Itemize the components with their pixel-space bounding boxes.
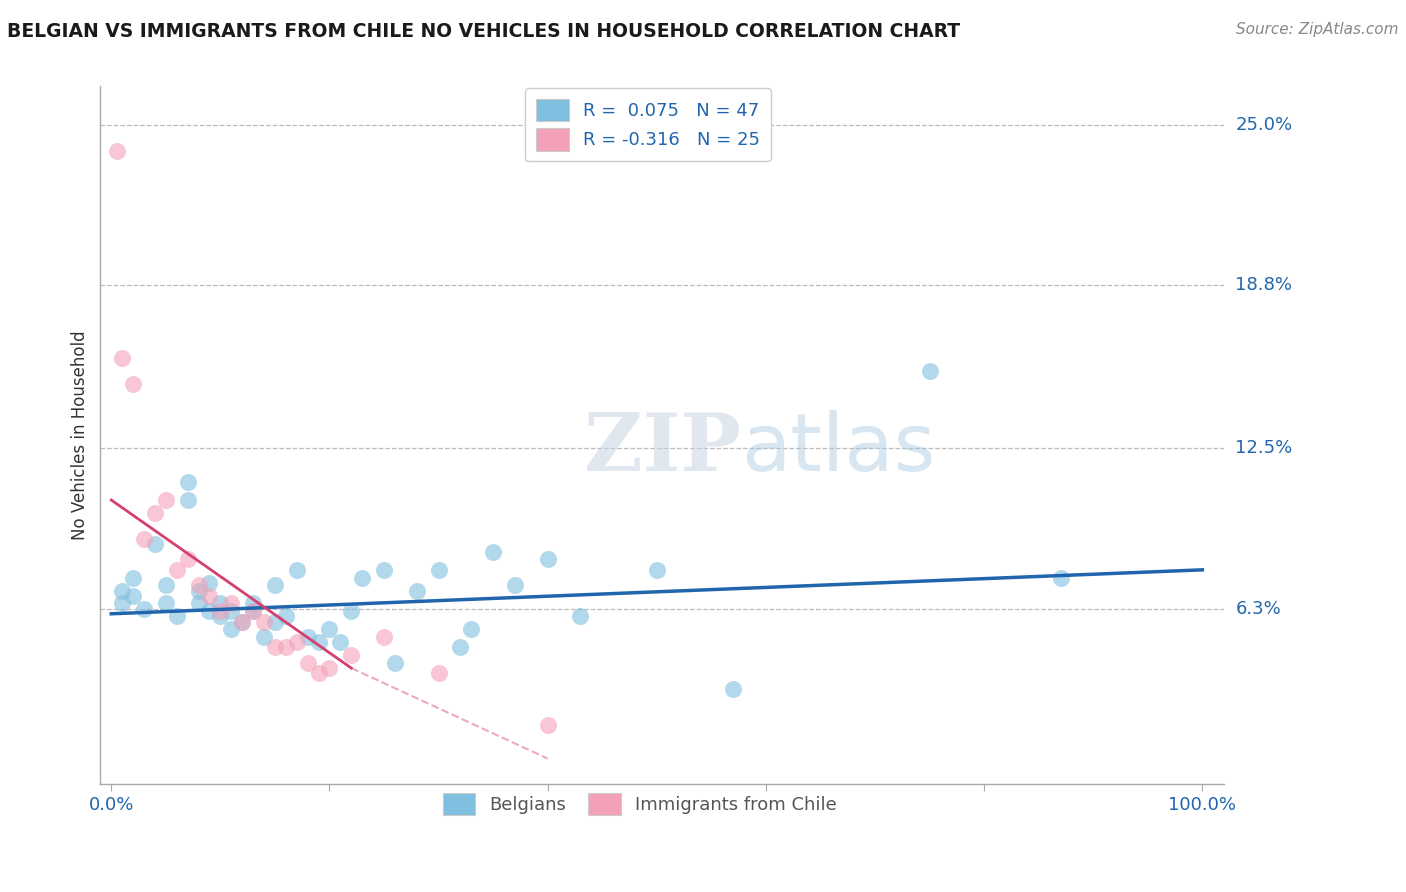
Point	[373, 630, 395, 644]
Point	[143, 537, 166, 551]
Point	[537, 718, 560, 732]
Text: 18.8%: 18.8%	[1236, 277, 1292, 294]
Point	[198, 575, 221, 590]
Text: 25.0%: 25.0%	[1236, 116, 1292, 134]
Point	[460, 622, 482, 636]
Point	[122, 571, 145, 585]
Point	[221, 597, 243, 611]
Point	[297, 630, 319, 644]
Point	[329, 635, 352, 649]
Point	[384, 656, 406, 670]
Point	[427, 666, 450, 681]
Point	[721, 681, 744, 696]
Text: BELGIAN VS IMMIGRANTS FROM CHILE NO VEHICLES IN HOUSEHOLD CORRELATION CHART: BELGIAN VS IMMIGRANTS FROM CHILE NO VEHI…	[7, 22, 960, 41]
Point	[645, 563, 668, 577]
Point	[155, 578, 177, 592]
Point	[253, 630, 276, 644]
Legend: Belgians, Immigrants from Chile: Belgians, Immigrants from Chile	[433, 784, 846, 824]
Point	[187, 597, 209, 611]
Point	[132, 601, 155, 615]
Point	[308, 635, 330, 649]
Point	[285, 635, 308, 649]
Point	[318, 661, 340, 675]
Point	[143, 506, 166, 520]
Point	[274, 609, 297, 624]
Point	[231, 615, 253, 629]
Point	[176, 493, 198, 508]
Point	[166, 563, 188, 577]
Point	[373, 563, 395, 577]
Point	[242, 604, 264, 618]
Point	[918, 364, 941, 378]
Point	[242, 604, 264, 618]
Point	[209, 609, 232, 624]
Point	[132, 532, 155, 546]
Point	[122, 589, 145, 603]
Point	[318, 622, 340, 636]
Point	[253, 615, 276, 629]
Point	[264, 640, 287, 655]
Point	[221, 604, 243, 618]
Point	[176, 552, 198, 566]
Point	[187, 583, 209, 598]
Point	[111, 583, 134, 598]
Y-axis label: No Vehicles in Household: No Vehicles in Household	[72, 331, 89, 541]
Point	[176, 475, 198, 489]
Point	[264, 615, 287, 629]
Point	[187, 578, 209, 592]
Point	[405, 583, 427, 598]
Point	[537, 552, 560, 566]
Point	[482, 545, 505, 559]
Point	[308, 666, 330, 681]
Point	[242, 597, 264, 611]
Point	[198, 589, 221, 603]
Point	[209, 604, 232, 618]
Point	[503, 578, 526, 592]
Point	[122, 376, 145, 391]
Point	[111, 597, 134, 611]
Point	[297, 656, 319, 670]
Text: 12.5%: 12.5%	[1236, 440, 1292, 458]
Text: atlas: atlas	[741, 410, 935, 488]
Point	[231, 615, 253, 629]
Point	[1049, 571, 1071, 585]
Point	[264, 578, 287, 592]
Point	[209, 597, 232, 611]
Point	[352, 571, 374, 585]
Point	[198, 604, 221, 618]
Point	[221, 622, 243, 636]
Point	[340, 648, 363, 662]
Text: Source: ZipAtlas.com: Source: ZipAtlas.com	[1236, 22, 1399, 37]
Point	[569, 609, 592, 624]
Point	[274, 640, 297, 655]
Point	[111, 351, 134, 365]
Point	[155, 597, 177, 611]
Point	[105, 144, 128, 158]
Point	[427, 563, 450, 577]
Point	[449, 640, 471, 655]
Text: 6.3%: 6.3%	[1236, 599, 1281, 617]
Point	[155, 493, 177, 508]
Point	[166, 609, 188, 624]
Text: ZIP: ZIP	[583, 410, 741, 488]
Point	[285, 563, 308, 577]
Point	[340, 604, 363, 618]
